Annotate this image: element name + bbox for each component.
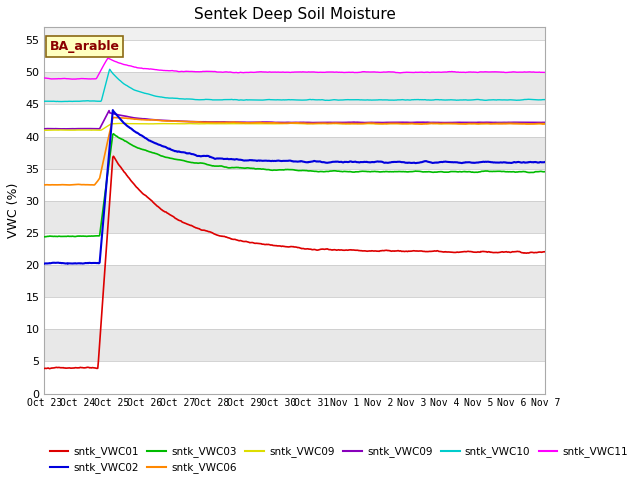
Bar	[45, 361, 545, 394]
Bar	[45, 233, 545, 265]
Text: BA_arable: BA_arable	[49, 40, 120, 53]
Legend: sntk_VWC01, sntk_VWC02, sntk_VWC03, sntk_VWC06, sntk_VWC09, sntk_VWC09, sntk_VWC: sntk_VWC01, sntk_VWC02, sntk_VWC03, sntk…	[50, 446, 628, 473]
Bar	[45, 136, 545, 168]
Bar	[45, 297, 545, 329]
Bar	[45, 329, 545, 361]
Y-axis label: VWC (%): VWC (%)	[7, 183, 20, 238]
Bar	[45, 40, 545, 72]
Title: Sentek Deep Soil Moisture: Sentek Deep Soil Moisture	[194, 7, 396, 22]
Bar	[45, 72, 545, 104]
Bar	[45, 168, 545, 201]
Bar	[45, 265, 545, 297]
Bar	[45, 201, 545, 233]
Bar	[45, 104, 545, 136]
